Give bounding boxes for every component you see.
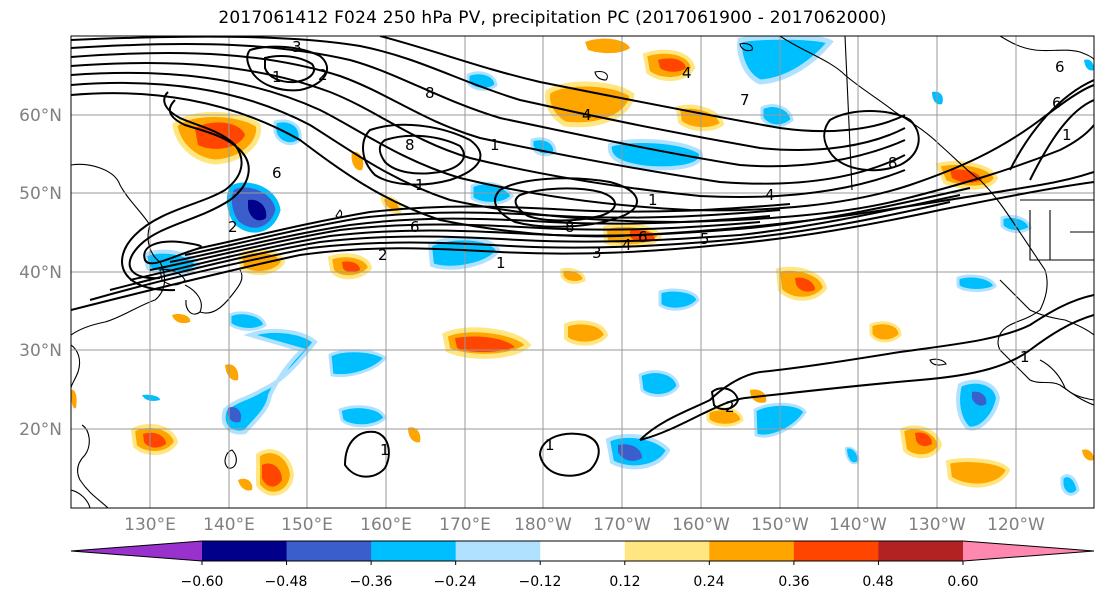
contour-label: 8 (565, 218, 575, 236)
lat-label: 20°N (19, 420, 62, 440)
colorbar-tick-label: 0.24 (693, 574, 724, 590)
lat-label: 60°N (19, 106, 62, 126)
contour-label: 2 (725, 398, 735, 416)
lon-label: 170°E (439, 515, 491, 535)
contour-label: 1 (415, 176, 425, 194)
colorbar-tick-label: −0.12 (519, 574, 562, 590)
colorbar-tick-labels: −0.60 −0.48 −0.36 −0.24 −0.12 0.12 0.24 … (181, 574, 979, 590)
colorbar-bin (286, 541, 372, 561)
colorbar-bin (793, 541, 879, 561)
contour-label: 3 (592, 244, 602, 262)
contour-label: 2 (228, 218, 238, 236)
contour-label: 1 (1062, 126, 1072, 144)
contour-label: 4 (682, 64, 692, 82)
contour-label: 7 (740, 91, 750, 109)
contour-label: 5 (700, 230, 710, 248)
colorbar-bin (878, 541, 964, 561)
lat-label: 30°N (19, 341, 62, 361)
colorbar-extend-high (963, 541, 1094, 561)
lat-label: 40°N (19, 263, 62, 283)
latitude-labels: 60°N 50°N 40°N 30°N 20°N (19, 106, 62, 440)
longitude-labels: 130°E 140°E 150°E 160°E 170°E 180°W 170°… (124, 515, 1045, 535)
contour-label-group: 3 1 2 4 6 8 1 4 6 2 8 1 6 1 4 5 3 1 2 6 … (228, 38, 1072, 459)
lon-label: 140°W (829, 515, 887, 535)
contour-label: 1 (545, 436, 555, 454)
contour-label: 2 (378, 246, 388, 264)
colorbar-bin (202, 541, 288, 561)
lon-label: 130°E (124, 515, 176, 535)
contour-label: 1 (496, 254, 506, 272)
colorbar-bin (371, 541, 457, 561)
colorbar-tick-label: 0.60 (947, 574, 978, 590)
contour-label: 6 (638, 228, 648, 246)
colorbar-bin (709, 541, 795, 561)
colorbar-bin (540, 541, 626, 561)
contour-label: 1 (380, 441, 390, 459)
colorbar-bin (624, 541, 710, 561)
colorbar-tick-label: 0.36 (778, 574, 809, 590)
contour-label: 8 (425, 84, 435, 102)
contour-label: 6 (1052, 94, 1062, 112)
colorbar-tick-label: 0.48 (862, 574, 893, 590)
lon-label: 170°W (593, 515, 651, 535)
lon-label: 150°W (751, 515, 809, 535)
contour-label: 2 (318, 66, 328, 84)
contour-label: 4 (582, 106, 592, 124)
contour-label: 8 (405, 136, 415, 154)
contour-label: 8 (888, 154, 898, 172)
colorbar-tick-label: −0.60 (181, 574, 224, 590)
contour-label: 1 (648, 191, 658, 209)
lon-label: 120°W (987, 515, 1045, 535)
contour-label: 4 (622, 236, 632, 254)
contour-label: 1 (1020, 348, 1030, 366)
pv-contours (71, 36, 1094, 478)
colorbar-extend-low (71, 541, 202, 561)
lon-label: 150°E (281, 515, 333, 535)
lat-label: 50°N (19, 184, 62, 204)
contour-label: 3 (292, 38, 302, 56)
lon-label: 160°E (360, 515, 412, 535)
map-frame (70, 35, 1095, 509)
contour-label: 6 (1055, 58, 1065, 76)
lon-label: 140°E (203, 515, 255, 535)
lon-label: 160°W (672, 515, 730, 535)
lon-label: 130°W (908, 515, 966, 535)
contour-label: 4 (765, 186, 775, 204)
graticule (71, 36, 1094, 508)
colorbar (70, 540, 1095, 565)
colorbar-bin (455, 541, 541, 561)
contour-label: 1 (490, 136, 500, 154)
colorbar-tick-label: −0.36 (350, 574, 393, 590)
contour-label: 6 (410, 218, 420, 236)
contour-label: 6 (272, 164, 282, 182)
map-plot-area: 3 1 2 4 6 8 1 4 6 2 8 1 6 1 4 5 3 1 2 6 … (71, 36, 1094, 508)
colorbar-tick-label: −0.24 (434, 574, 477, 590)
colorbar-tick-label: 0.12 (609, 574, 640, 590)
colorbar-tick-label: −0.48 (265, 574, 308, 590)
contour-label: 1 (272, 68, 282, 86)
lon-label: 180°W (514, 515, 572, 535)
chart-title: 2017061412 F024 250 hPa PV, precipitatio… (218, 8, 887, 28)
